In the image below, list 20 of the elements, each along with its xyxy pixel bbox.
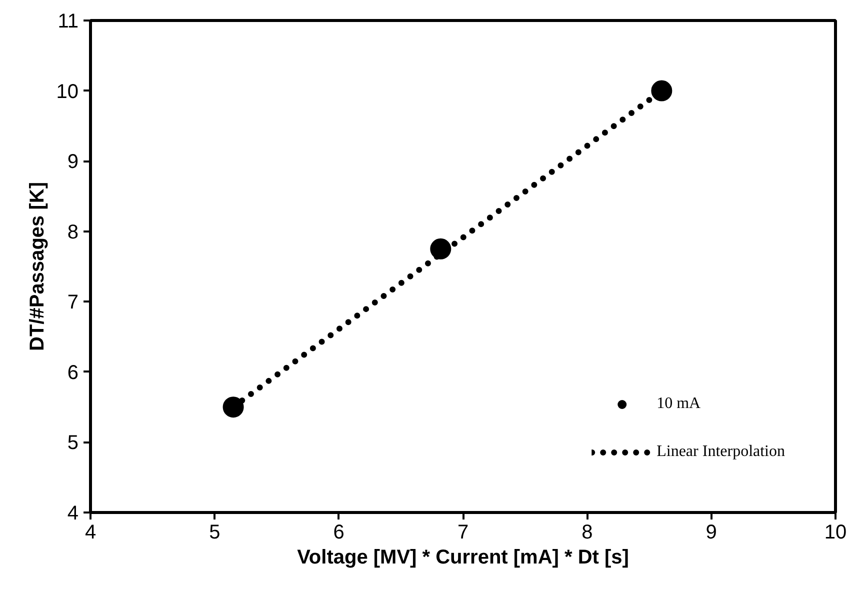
y-tick-label: 9 <box>67 151 78 174</box>
x-tick-label: 4 <box>84 522 96 544</box>
y-tick-label: 11 <box>58 10 79 32</box>
x-tick-label: 10 <box>824 522 847 544</box>
x-tick-label: 5 <box>209 522 220 544</box>
point <box>651 80 672 102</box>
y-tick-label: 8 <box>67 221 78 244</box>
legend-label: 10 mA <box>656 395 701 413</box>
y-tick-label: 6 <box>67 362 78 384</box>
x-tick-label: 9 <box>706 522 717 544</box>
x-tick-label: 7 <box>457 522 469 544</box>
y-tick-label: 5 <box>67 432 78 454</box>
legend-label: Linear Interpolation <box>656 443 785 461</box>
y-axis-title: DT/#Passages [K] <box>26 182 48 351</box>
y-tick-label: 7 <box>67 292 78 314</box>
x-axis-title: Voltage [MV] * Current [mA] * Dt [s] <box>297 546 629 568</box>
x-tick-label: 6 <box>333 522 344 544</box>
x-tick-label: 8 <box>582 522 593 544</box>
y-tick-label: 10 <box>56 80 79 103</box>
y-tick-label: 4 <box>67 502 78 524</box>
